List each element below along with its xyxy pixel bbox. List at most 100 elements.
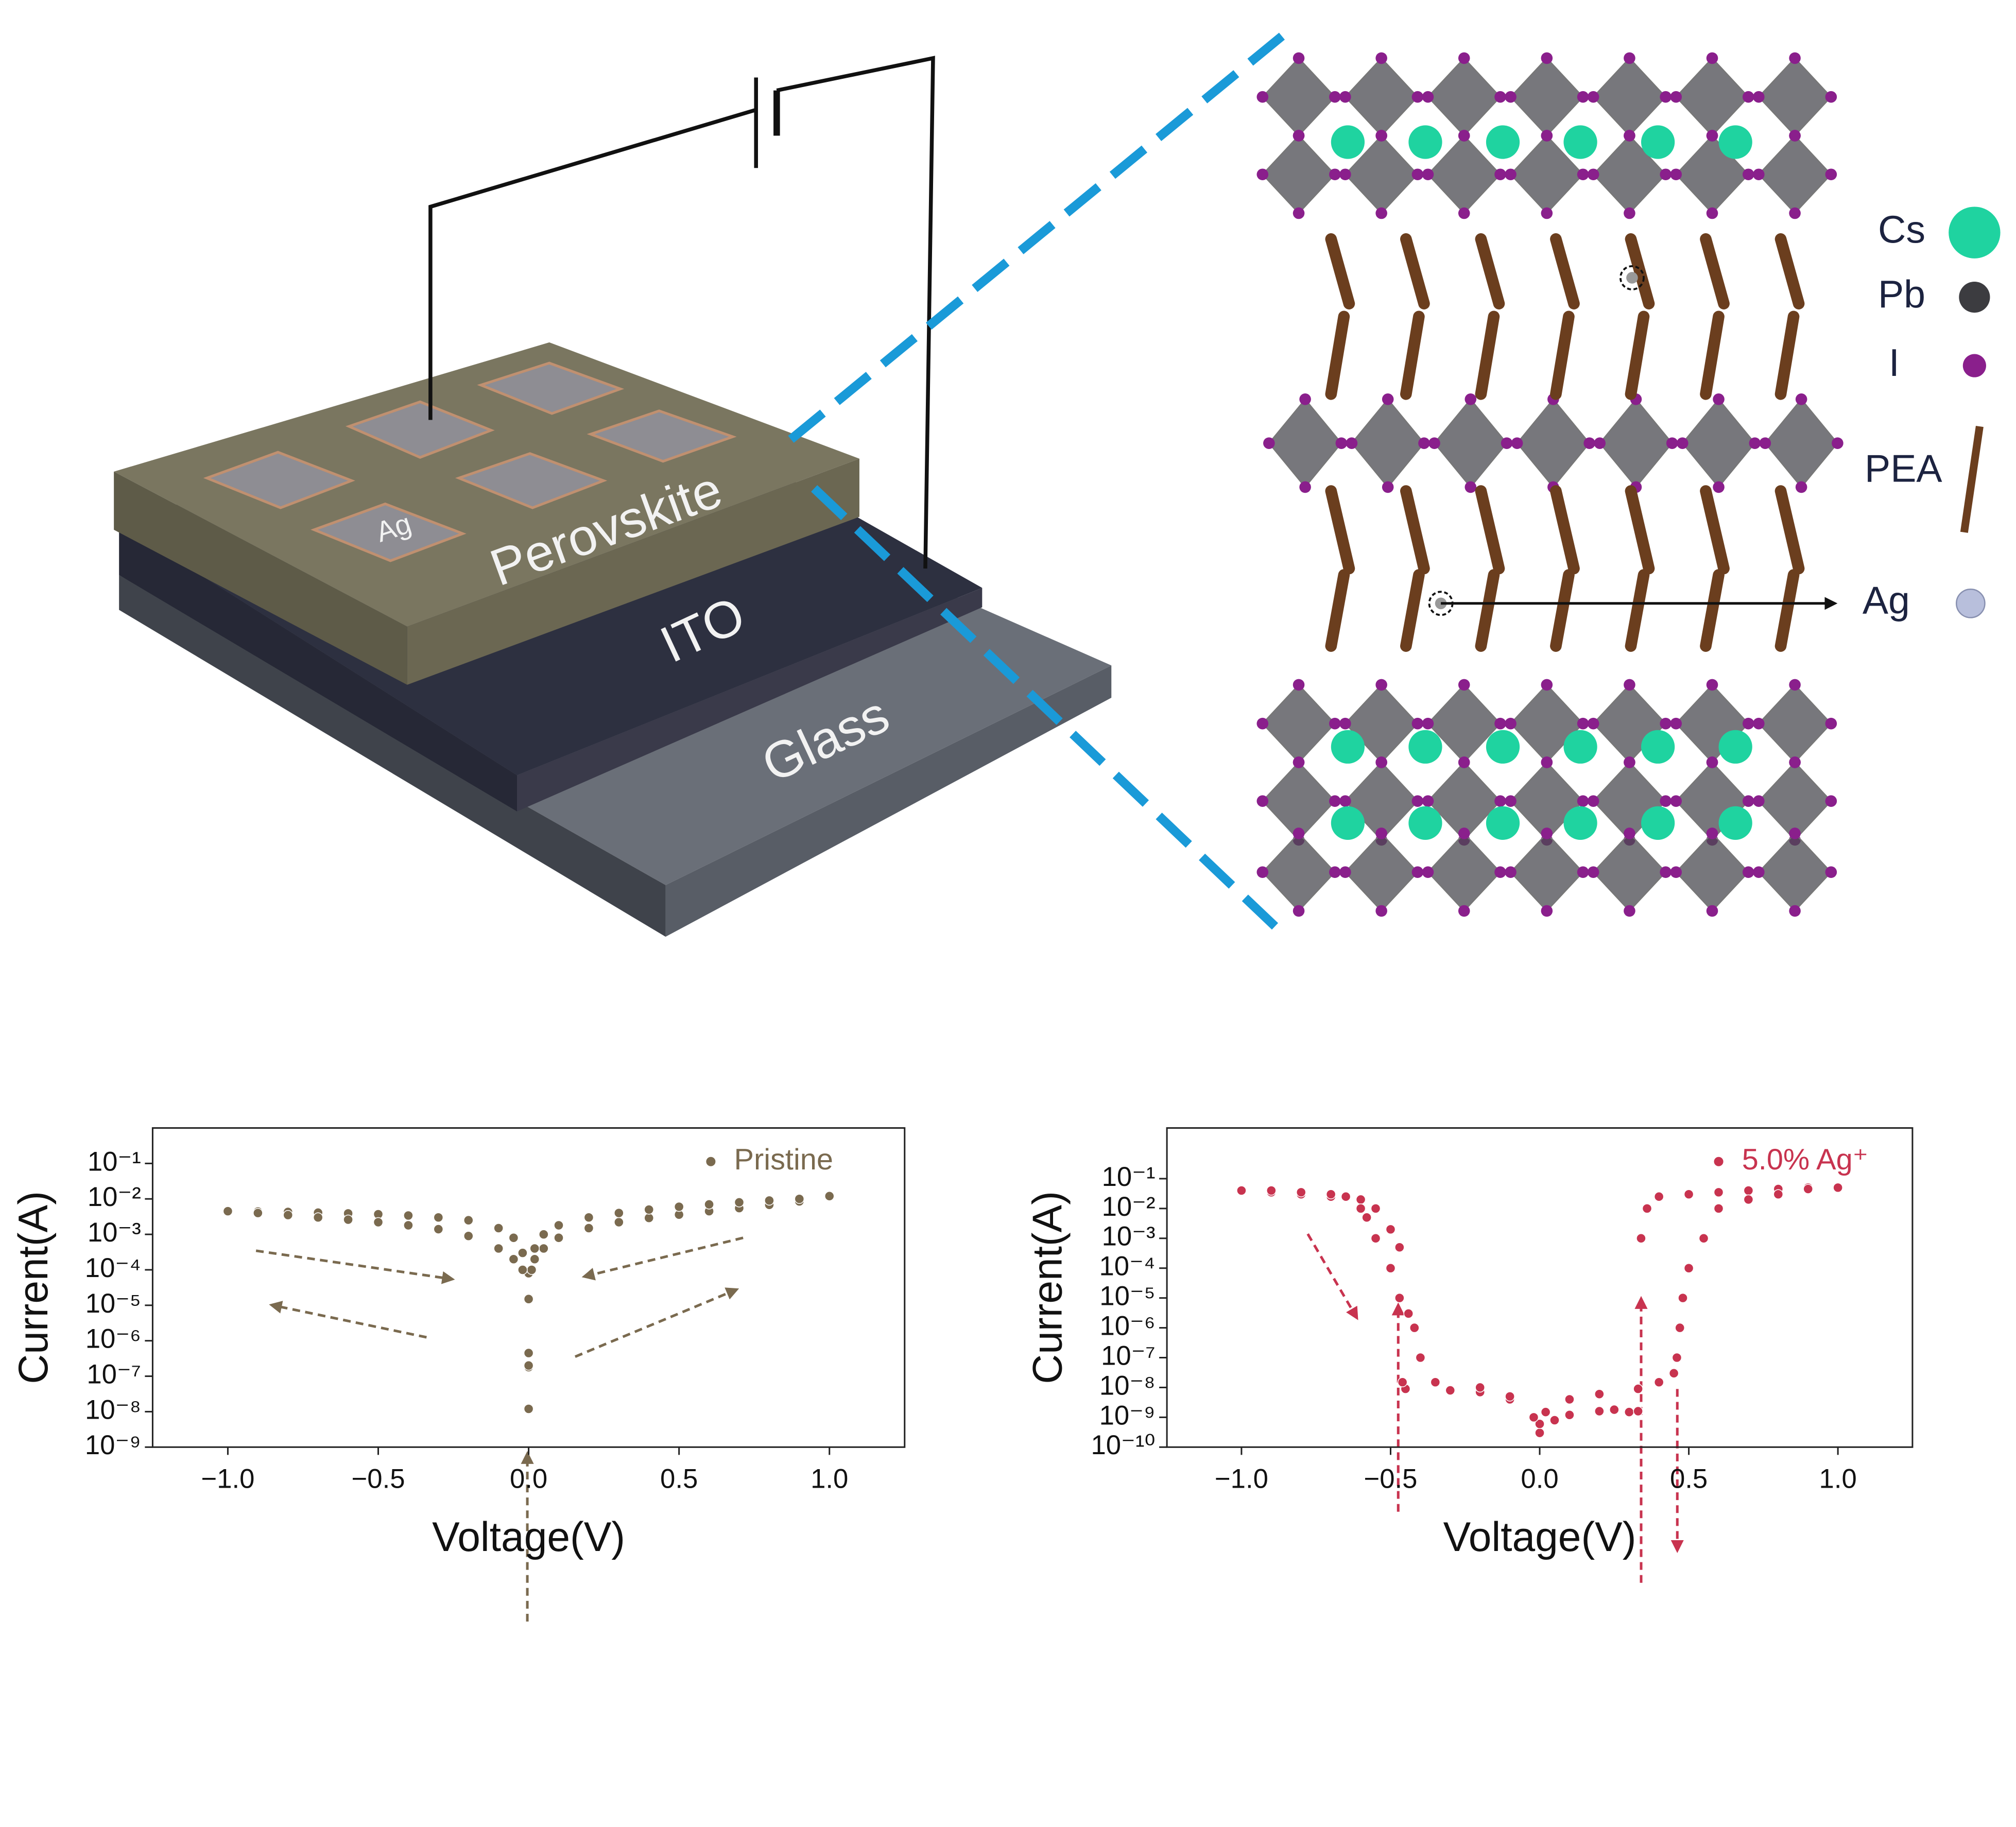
data-point [518,1265,528,1275]
data-point [1385,1263,1396,1273]
data-point [1672,1352,1682,1363]
i-atom [1587,168,1599,181]
pea-molecule [1475,485,1505,575]
i-atom [1789,756,1801,768]
i-atom [1753,168,1765,181]
cs-atom [1641,125,1675,159]
legend-label: Pb [1878,272,1925,316]
i-atom [1505,168,1517,181]
i-atom [1263,437,1275,449]
data-point [764,1195,774,1206]
i-atom [1375,828,1387,839]
data-point [1698,1233,1709,1244]
data-point [1668,1368,1679,1378]
x-tick-label: −0.5 [1364,1463,1417,1494]
data-point [1445,1385,1456,1395]
i-atom [1464,393,1477,405]
octahedron [1599,398,1673,488]
i-atom [1458,130,1470,142]
i-atom [1706,828,1718,839]
i-atom [1706,905,1718,917]
i-atom [1293,52,1305,64]
x-tick-label: −1.0 [1215,1463,1268,1494]
x-tick-label: 0.0 [510,1463,547,1494]
data-point [1833,1182,1843,1193]
octahedron [1262,684,1336,764]
data-point [493,1243,504,1254]
data-point [508,1254,519,1265]
electrode [587,409,737,463]
i-atom [1256,795,1269,807]
i-atom [1293,130,1305,142]
i-atom [1789,905,1801,917]
i-atom [1670,717,1682,730]
data-point [1743,1185,1754,1196]
data-point [1266,1185,1277,1196]
i-atom [1293,207,1305,219]
pea-molecule [1475,311,1500,400]
i-atom [1706,52,1718,64]
i-atom [1583,437,1595,449]
x-axis-label: Voltage(V) [1443,1514,1636,1560]
pea-molecule [1774,233,1805,309]
pea-molecule [1700,233,1730,309]
pea-molecule [1325,485,1355,575]
data-point [583,1223,594,1233]
i-atom [1660,795,1672,807]
i-atom [1494,168,1506,181]
y-tick-label: 10⁻⁷ [1101,1340,1155,1371]
data-point [1528,1412,1539,1423]
data-point [1409,1322,1420,1333]
data-point [539,1229,549,1239]
data-point [1355,1194,1366,1205]
octahedron [1351,398,1425,488]
octahedron [1592,57,1667,137]
cs-atom [1718,730,1752,764]
data-point [1683,1263,1694,1273]
i-atom [1587,91,1599,103]
ag-site [1619,265,1645,290]
data-point [1397,1377,1408,1388]
data-point [433,1224,444,1234]
pea-molecule [1325,311,1350,400]
data-point [644,1204,654,1215]
data-point [1713,1187,1724,1198]
i-atom [1541,130,1553,142]
data-point [614,1217,624,1228]
data-point [433,1212,444,1223]
data-point [1394,1292,1405,1303]
crystal [1256,52,1843,917]
data-point [554,1233,564,1243]
pea-molecule [1774,485,1805,575]
y-tick-label: 10⁻⁵ [1099,1281,1155,1312]
data-point [518,1248,528,1258]
i-atom [1541,905,1553,917]
i-atom [1494,866,1506,878]
i-atom [1962,354,1986,377]
i-atom [1329,91,1341,103]
data-point [1653,1377,1664,1388]
data-point [674,1201,684,1212]
y-tick-label: 10⁻⁹ [85,1430,141,1460]
data-point [1403,1308,1414,1319]
data-point [523,1360,534,1371]
y-tick-label: 10⁻⁶ [85,1324,141,1354]
pea-molecule [1325,233,1355,309]
cs-atom [1331,730,1365,764]
pea-molecule [1625,233,1655,309]
cs-atom [1718,806,1752,840]
glass-left [119,575,666,937]
pea-molecule [1700,311,1725,400]
i-atom [1624,828,1635,839]
i-atom [1293,828,1305,839]
octahedron [1675,57,1749,137]
i-atom [1411,866,1424,878]
cs-atom [1563,806,1597,840]
i-atom [1789,828,1801,839]
i-atom [1501,437,1513,449]
i-atom [1795,393,1807,405]
pea-molecule [1325,569,1350,652]
pea-molecule [1475,569,1500,652]
i-atom [1706,679,1718,691]
y-tick-label: 10⁻² [88,1182,141,1212]
